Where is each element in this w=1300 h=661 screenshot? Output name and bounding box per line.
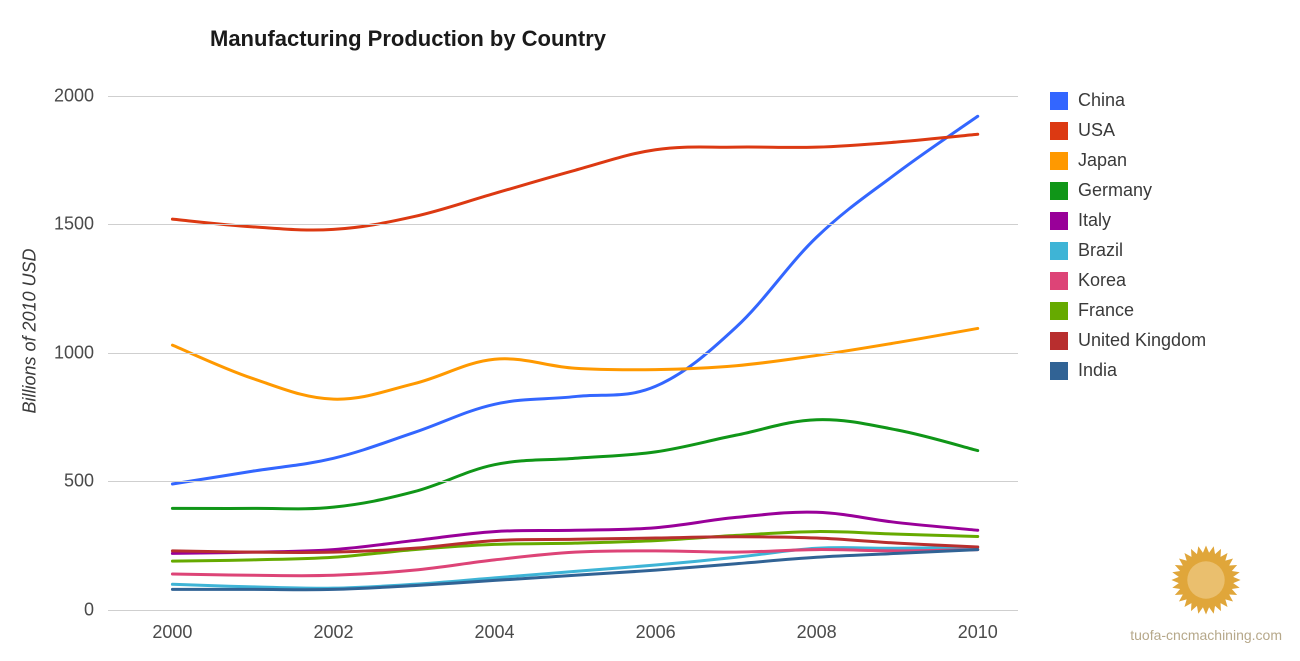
gridline: [108, 481, 1018, 482]
legend-item: France: [1050, 300, 1206, 321]
plot-area: 0500100015002000200020022004200620082010: [108, 70, 1018, 610]
x-tick-label: 2010: [958, 610, 998, 643]
y-tick-label: 2000: [54, 85, 108, 106]
watermark-logo-icon: [1170, 544, 1242, 616]
legend-label: Brazil: [1078, 240, 1123, 261]
x-tick-label: 2006: [636, 610, 676, 643]
legend-item: United Kingdom: [1050, 330, 1206, 351]
legend-label: Germany: [1078, 180, 1152, 201]
legend-swatch: [1050, 122, 1068, 140]
legend-swatch: [1050, 212, 1068, 230]
legend-swatch: [1050, 92, 1068, 110]
series-line: [172, 550, 977, 590]
legend-label: France: [1078, 300, 1134, 321]
legend-label: China: [1078, 90, 1125, 111]
legend-item: Japan: [1050, 150, 1206, 171]
legend-item: India: [1050, 360, 1206, 381]
legend-swatch: [1050, 362, 1068, 380]
y-tick-label: 0: [84, 600, 108, 621]
x-tick-label: 2000: [152, 610, 192, 643]
y-tick-label: 500: [64, 471, 108, 492]
chart-title: Manufacturing Production by Country: [210, 26, 606, 52]
watermark: tuofa-cncmachining.com: [1130, 544, 1282, 643]
legend-swatch: [1050, 332, 1068, 350]
legend-swatch: [1050, 242, 1068, 260]
y-axis-label: Billions of 2010 USD: [20, 248, 41, 413]
gridline: [108, 96, 1018, 97]
gridline: [108, 353, 1018, 354]
legend-swatch: [1050, 272, 1068, 290]
legend-label: India: [1078, 360, 1117, 381]
legend-swatch: [1050, 182, 1068, 200]
gridline: [108, 224, 1018, 225]
x-tick-label: 2004: [475, 610, 515, 643]
legend-item: Brazil: [1050, 240, 1206, 261]
chart-container: { "chart": { "type": "line", "title": "M…: [0, 0, 1300, 661]
x-tick-label: 2008: [797, 610, 837, 643]
legend-label: USA: [1078, 120, 1115, 141]
legend: China USA Japan Germany Italy Brazil Korea Fran…: [1050, 90, 1206, 390]
legend-label: United Kingdom: [1078, 330, 1206, 351]
y-tick-label: 1500: [54, 214, 108, 235]
series-line: [172, 328, 977, 399]
series-line: [172, 134, 977, 230]
legend-item: China: [1050, 90, 1206, 111]
x-tick-label: 2002: [313, 610, 353, 643]
legend-label: Italy: [1078, 210, 1111, 231]
legend-label: Korea: [1078, 270, 1126, 291]
legend-swatch: [1050, 152, 1068, 170]
line-series-svg: [108, 70, 1018, 610]
gridline: [108, 610, 1018, 611]
legend-item: USA: [1050, 120, 1206, 141]
legend-label: Japan: [1078, 150, 1127, 171]
legend-item: Italy: [1050, 210, 1206, 231]
legend-item: Germany: [1050, 180, 1206, 201]
y-tick-label: 1000: [54, 342, 108, 363]
legend-item: Korea: [1050, 270, 1206, 291]
legend-swatch: [1050, 302, 1068, 320]
watermark-text: tuofa-cncmachining.com: [1130, 627, 1282, 643]
